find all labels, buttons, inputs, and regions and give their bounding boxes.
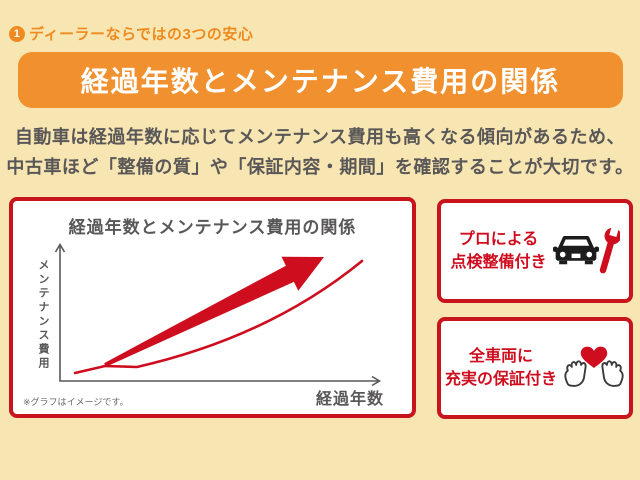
eyebrow: 1 ディーラーならではの3つの安心 xyxy=(9,23,253,44)
y-axis-label: メンテナンス費用 xyxy=(37,259,49,371)
chart-panel: 経過年数とメンテナンス費用の関係 メンテナンス費用 経過年数 ※グラフはイメージ… xyxy=(9,197,416,418)
inspection-line-2: 点検整備付き xyxy=(450,254,547,271)
trend-arrow-icon xyxy=(104,256,324,367)
inspection-icons xyxy=(552,225,620,277)
warranty-icons xyxy=(563,343,625,393)
inspection-card-text: プロによる 点検整備付き xyxy=(450,228,546,274)
intro-text: 自動車は経過年数に応じてメンテナンス費用も高くなる傾向があるため、 中古車ほど「… xyxy=(0,122,640,182)
intro-line-2: 中古車ほど「整備の質」や「保証内容・期間」を確認することが大切です。 xyxy=(6,157,634,177)
warranty-line-2: 充実の保証付き xyxy=(445,371,558,388)
inspection-line-1: プロによる xyxy=(458,231,539,248)
car-icon xyxy=(552,235,599,265)
feature-card-warranty: 全車両に 充実の保証付き xyxy=(437,317,633,419)
warranty-line-1: 全車両に xyxy=(469,348,534,365)
x-axis-arrowhead-icon xyxy=(371,375,382,387)
wrench-icon xyxy=(599,225,620,274)
title-banner: 経過年数とメンテナンス費用の関係 xyxy=(18,52,623,108)
heart-in-hands-icon xyxy=(564,346,624,387)
cost-curve xyxy=(73,259,364,375)
y-axis-arrowhead-icon xyxy=(54,242,66,253)
chart-axes xyxy=(59,245,379,382)
eyebrow-label: ディーラーならではの3つの安心 xyxy=(29,26,254,43)
maintenance-cost-chart xyxy=(54,242,382,387)
intro-line-1: 自動車は経過年数に応じてメンテナンス費用も高くなる傾向があるため、 xyxy=(14,127,626,147)
x-axis-label: 経過年数 xyxy=(315,391,384,408)
banner-title: 経過年数とメンテナンス費用の関係 xyxy=(80,66,561,97)
chart-footnote: ※グラフはイメージです。 xyxy=(23,397,129,407)
feature-card-inspection: プロによる 点検整備付き xyxy=(437,199,633,303)
chart-title: 経過年数とメンテナンス費用の関係 xyxy=(68,218,357,237)
number-1-badge-icon: 1 xyxy=(9,25,25,42)
warranty-card-text: 全車両に 充実の保証付き xyxy=(445,345,557,391)
